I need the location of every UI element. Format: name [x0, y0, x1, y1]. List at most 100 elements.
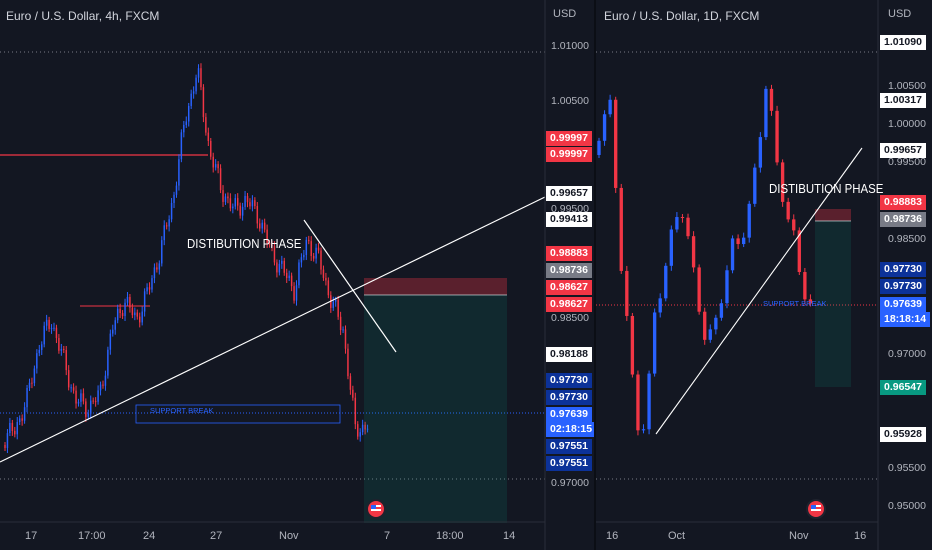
- price-tag: 0.97730: [546, 373, 592, 388]
- time-axis-label: 16: [854, 530, 867, 542]
- candle-body: [41, 344, 43, 350]
- candle-body: [293, 286, 295, 301]
- time-axis-label: Oct: [668, 530, 686, 542]
- candle-body: [124, 302, 126, 316]
- support-break-label: SUPPORT BREAK: [150, 406, 214, 415]
- candle-body: [67, 370, 70, 388]
- candles-group: [597, 84, 813, 436]
- candle-body: [298, 262, 300, 286]
- candle-body: [703, 311, 707, 340]
- price-tag: 0.98883: [546, 246, 592, 261]
- candle-body: [36, 353, 38, 369]
- us-flag-event-icon[interactable]: [806, 499, 826, 519]
- stop-loss-zone[interactable]: [815, 209, 851, 221]
- chart-pane-4h[interactable]: Euro / U.S. Dollar, 4h, FXCM USD DISTIBU…: [0, 0, 594, 550]
- price-tag: 0.98188: [546, 347, 592, 362]
- time-axis-label: Nov: [789, 530, 809, 542]
- time-axis-label: 17:00: [78, 530, 106, 542]
- chart-title: Euro / U.S. Dollar, 1D, FXCM: [604, 9, 760, 23]
- candle-body: [53, 327, 55, 329]
- candle-body: [92, 400, 94, 402]
- candle-body: [141, 311, 143, 323]
- candle-body: [170, 202, 173, 220]
- us-flag-event-icon[interactable]: [366, 499, 386, 519]
- candle-body: [138, 316, 141, 323]
- price-chart-1d[interactable]: [596, 0, 932, 550]
- candle-body: [129, 296, 131, 308]
- candle-body: [797, 230, 801, 273]
- candle-body: [349, 376, 352, 390]
- candle-body: [312, 255, 315, 259]
- candle-body: [675, 217, 679, 230]
- take-profit-zone[interactable]: [364, 295, 507, 523]
- candle-body: [102, 384, 104, 386]
- candle-body: [278, 263, 281, 273]
- candle-body: [256, 206, 259, 224]
- candle-body: [229, 198, 232, 209]
- candle-body: [753, 167, 757, 204]
- candle-body: [647, 373, 651, 430]
- candle-body: [187, 105, 190, 122]
- candle-body: [77, 401, 80, 404]
- candle-body: [714, 317, 718, 330]
- pane-divider[interactable]: [594, 0, 596, 550]
- price-chart-4h[interactable]: [0, 0, 594, 550]
- candle-body: [85, 401, 87, 417]
- candle-body: [109, 333, 112, 350]
- candle-body: [327, 280, 330, 296]
- candle-body: [72, 387, 75, 391]
- candle-body: [361, 424, 364, 433]
- candle-body: [347, 348, 349, 377]
- candle-body: [134, 312, 136, 316]
- candle-body: [4, 445, 6, 449]
- candle-body: [158, 263, 161, 270]
- candle-body: [212, 156, 214, 168]
- candle-body: [271, 244, 273, 247]
- candle-body: [241, 206, 244, 216]
- candle-body: [664, 265, 668, 299]
- distribution-phase-label: DISTIBUTION PHASE: [187, 236, 302, 251]
- candle-body: [730, 238, 735, 271]
- stop-loss-zone[interactable]: [364, 278, 507, 295]
- candle-body: [303, 254, 305, 258]
- candle-body: [608, 99, 612, 115]
- candle-body: [263, 222, 266, 230]
- candle-body: [14, 430, 16, 435]
- candle-body: [48, 319, 50, 329]
- candle-body: [254, 200, 256, 207]
- candle-body: [63, 348, 65, 351]
- candle-body: [281, 260, 283, 264]
- time-axis-label: Nov: [279, 530, 299, 542]
- price-tag: 0.98627: [546, 280, 592, 295]
- candle-body: [190, 93, 192, 106]
- price-tag: 0.97730: [880, 262, 926, 277]
- candle-body: [97, 390, 99, 402]
- candle-body: [65, 350, 67, 371]
- candle-body: [719, 303, 724, 318]
- chart-pane-1d[interactable]: Euro / U.S. Dollar, 1D, FXCM USD DISTIBU…: [596, 0, 932, 550]
- trendline[interactable]: [0, 196, 546, 463]
- candle-body: [107, 349, 109, 376]
- chart-title: Euro / U.S. Dollar, 4h, FXCM: [6, 9, 160, 23]
- candle-body: [251, 200, 254, 207]
- take-profit-zone[interactable]: [815, 221, 851, 387]
- candle-body: [28, 382, 31, 388]
- candle-body: [163, 225, 165, 241]
- candle-body: [285, 272, 288, 278]
- price-tag: 0.99657: [880, 143, 926, 158]
- candle-body: [200, 68, 202, 88]
- trendline[interactable]: [303, 219, 397, 353]
- candle-body: [94, 401, 97, 403]
- candle-body: [602, 114, 607, 141]
- candle-body: [305, 239, 308, 255]
- price-axis-tick: 0.97000: [551, 477, 589, 489]
- candle-body: [50, 328, 53, 330]
- candle-body: [597, 140, 601, 155]
- time-axis-label: 16: [606, 530, 619, 542]
- price-tag: 0.99657: [546, 186, 592, 201]
- support-break-box[interactable]: [135, 404, 341, 424]
- candle-body: [136, 312, 139, 317]
- trendline[interactable]: [655, 147, 863, 435]
- price-tag: 0.96547: [880, 380, 926, 395]
- candle-body: [168, 219, 170, 227]
